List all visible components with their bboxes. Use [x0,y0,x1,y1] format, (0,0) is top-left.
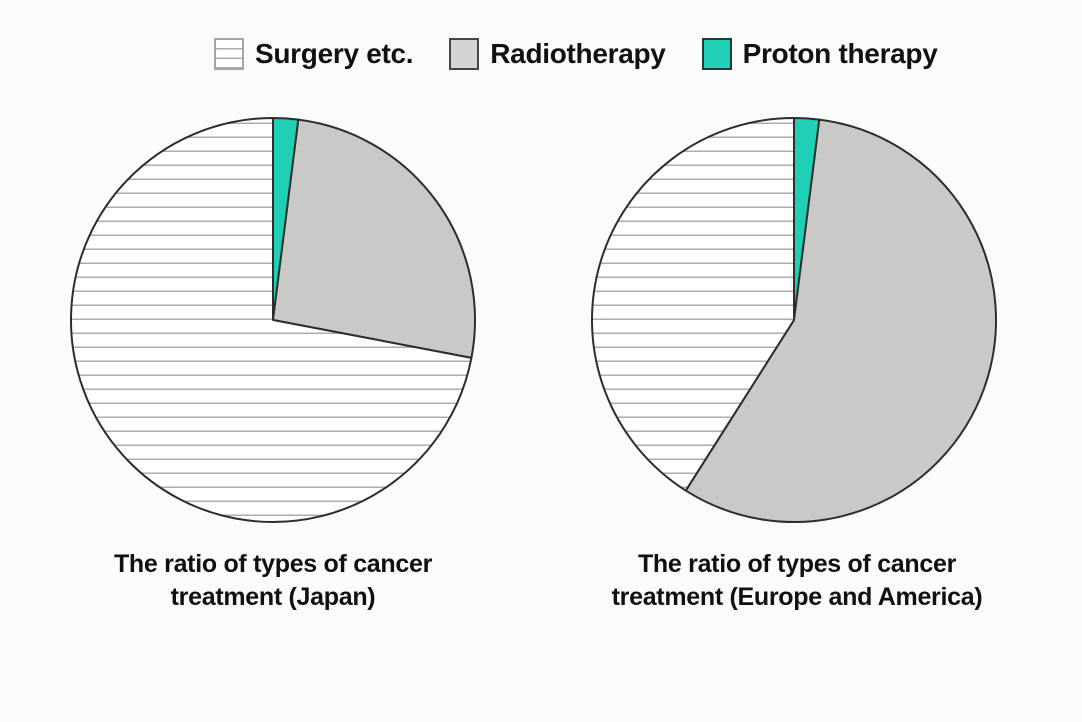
caption-japan-line-2: treatment (Japan) [170,583,376,611]
legend-item-radiotherapy: Radiotherapy [449,38,666,70]
pie-chart-japan [70,116,476,523]
pie-slice-surgery-etc [591,117,795,492]
legend: Surgery etc. Radiotherapy Proton therapy [214,34,938,74]
pie-slice-radiotherapy [684,118,997,523]
caption-japan: The ratio of types of cancer treatment (… [73,548,473,614]
legend-item-proton: Proton therapy [701,38,938,70]
legend-label-proton: Proton therapy [742,38,938,69]
pie-slice-radiotherapy [272,118,476,359]
caption-europe-america: The ratio of types of cancer treatment (… [577,548,1017,614]
caption-japan-line-1: The ratio of types of cancer [113,550,433,578]
radiotherapy-gray-swatch-icon [449,38,480,70]
legend-label-surgery: Surgery etc. [255,38,414,69]
caption-europe-america-line-1: The ratio of types of cancer [637,550,957,578]
caption-europe-america-line-2: treatment (Europe and America) [611,583,983,611]
proton-teal-swatch-icon [701,38,732,70]
surgery-striped-swatch-icon [214,38,244,70]
pie-slice-surgery-etc [70,117,473,523]
pie-chart-europe-america [591,116,997,523]
legend-label-radiotherapy: Radiotherapy [490,38,666,69]
legend-item-surgery: Surgery etc. [214,38,414,70]
